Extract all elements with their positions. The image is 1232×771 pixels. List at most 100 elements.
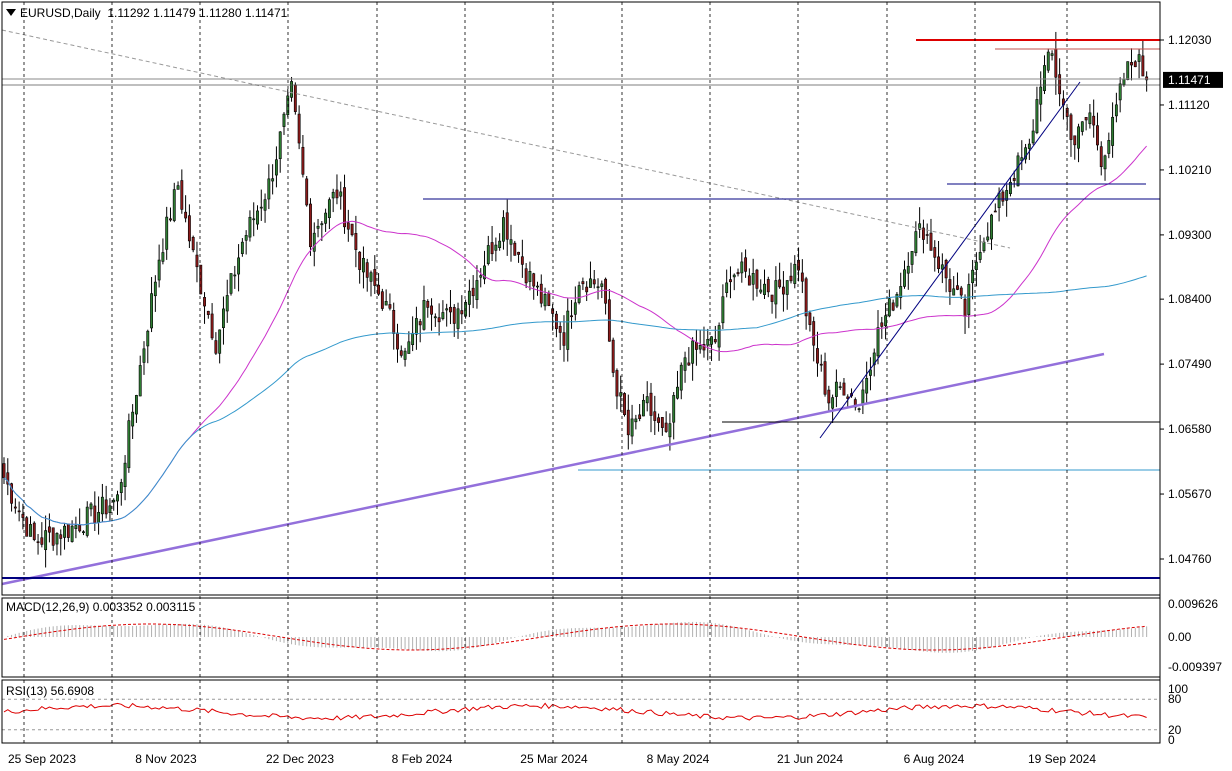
bear-candle <box>592 279 596 285</box>
bear-candle <box>305 178 309 206</box>
bull-candle <box>997 192 1001 209</box>
bull-candle <box>706 338 710 346</box>
bull-candle <box>774 280 778 305</box>
bull-candle <box>1031 130 1035 144</box>
bull-candle <box>903 269 906 287</box>
bull-candle <box>486 245 490 264</box>
bull-candle <box>244 235 248 241</box>
bear-candle <box>513 242 517 256</box>
bull-candle <box>312 232 316 252</box>
price-panel[interactable] <box>1 29 1160 586</box>
bull-candle <box>414 318 418 335</box>
bull-candle <box>403 350 407 360</box>
bull-candle <box>369 272 373 282</box>
bull-candle <box>641 399 645 417</box>
rsi-title: RSI(13) 56.6908 <box>6 684 95 698</box>
bull-candle <box>679 364 683 391</box>
bear-candle <box>539 283 543 304</box>
bull-candle <box>100 496 104 515</box>
bull-candle <box>600 283 604 287</box>
bear-candle <box>350 223 354 236</box>
bull-candle <box>785 280 789 295</box>
y-tick-label: 1.04760 <box>1168 552 1212 566</box>
bull-candle <box>857 408 861 410</box>
bear-candle <box>929 232 933 251</box>
bull-candle <box>1103 155 1107 170</box>
bear-candle <box>1058 74 1062 95</box>
bear-candle <box>346 222 350 230</box>
bear-candle <box>880 322 884 327</box>
bull-candle <box>131 411 135 427</box>
price-frame <box>1 1 1161 596</box>
bear-candle <box>649 392 653 416</box>
bear-candle <box>948 279 952 292</box>
bear-candle <box>1096 125 1099 146</box>
bull-candle <box>1118 83 1122 101</box>
bull-candle <box>978 252 982 260</box>
bear-candle <box>789 275 793 282</box>
chart-header[interactable]: EURUSD,Daily 1.11292 1.11479 1.11280 1.1… <box>6 6 287 20</box>
bear-candle <box>937 256 940 270</box>
bull-candle <box>834 381 838 397</box>
bull-candle <box>252 218 256 221</box>
bear-candle <box>778 279 782 288</box>
bull-candle <box>1107 140 1111 154</box>
bull-candle <box>1046 51 1050 71</box>
bull-candle <box>225 295 229 312</box>
bull-candle <box>876 327 880 357</box>
bull-candle <box>1043 65 1046 92</box>
bull-candle <box>502 217 505 242</box>
menu-triangle-icon[interactable] <box>6 9 16 16</box>
bull-candle <box>123 462 127 487</box>
bear-candle <box>766 279 770 293</box>
bear-candle <box>823 361 827 395</box>
bull-candle <box>721 296 725 324</box>
bear-candle <box>93 505 97 524</box>
rsi-tick-label: 100 <box>1168 682 1188 696</box>
bull-candle <box>483 265 486 280</box>
bull-candle <box>271 178 275 182</box>
bull-candle <box>577 285 581 303</box>
bear-candle <box>925 234 929 236</box>
long-uptrend-line <box>1 352 1105 586</box>
bull-candle <box>672 395 676 423</box>
bear-candle <box>169 218 172 221</box>
macd-tick-label: 0.009626 <box>1168 597 1218 611</box>
bull-candle <box>331 191 335 199</box>
bear-candle <box>812 321 816 346</box>
bear-candle <box>1145 76 1149 81</box>
bear-candle <box>343 187 346 228</box>
bear-candle <box>396 332 399 350</box>
bull-candle <box>339 191 343 197</box>
x-tick-label: 8 Feb 2024 <box>392 752 453 766</box>
bull-candle <box>971 269 975 284</box>
macd-panel <box>3 621 1148 653</box>
bear-candle <box>430 305 433 315</box>
bull-candle <box>1114 104 1118 117</box>
bear-candle <box>993 210 997 213</box>
bear-candle <box>78 524 82 532</box>
bull-candle <box>910 251 914 265</box>
bear-candle <box>377 284 381 295</box>
bear-candle <box>1084 117 1088 121</box>
x-tick-label: 22 Dec 2023 <box>266 752 334 766</box>
bear-candle <box>10 483 14 504</box>
bull-candle <box>422 300 426 330</box>
bear-candle <box>747 275 751 286</box>
x-tick-label: 8 May 2024 <box>647 752 710 766</box>
bull-candle <box>112 499 116 503</box>
y-tick-label: 1.11120 <box>1168 98 1210 112</box>
bear-candle <box>437 317 441 323</box>
bear-candle <box>660 417 664 428</box>
bear-candle <box>59 534 63 539</box>
bull-candle <box>146 330 150 347</box>
bear-candle <box>944 259 948 279</box>
bull-candle <box>327 199 331 219</box>
bull-candle <box>952 288 956 296</box>
bear-candle <box>581 281 585 285</box>
bull-candle <box>320 223 324 226</box>
bull-candle <box>259 206 263 209</box>
bear-candle <box>373 269 377 286</box>
